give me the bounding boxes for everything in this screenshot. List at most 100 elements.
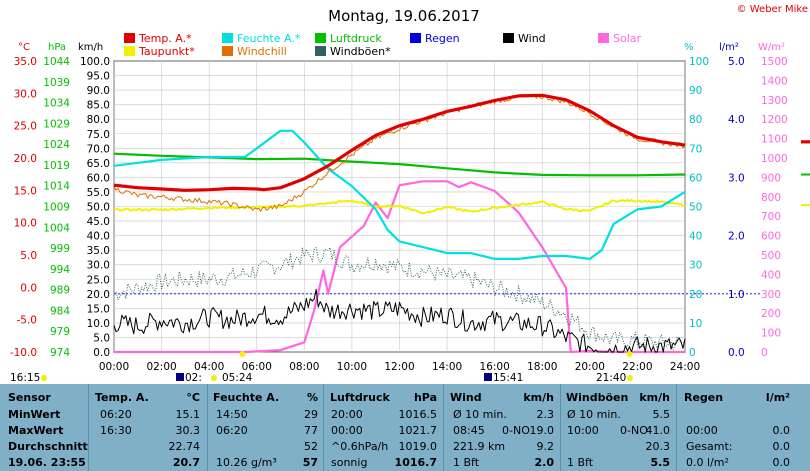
legend-swatch bbox=[598, 33, 609, 43]
rain-unit-label: l/m² bbox=[719, 42, 739, 53]
rain-value-cell: 0.0 bbox=[772, 440, 791, 453]
tick-label: 100 bbox=[761, 328, 781, 340]
pressure-value-cell: 1016.7 bbox=[394, 456, 437, 469]
pressure-time-cell: ^0.6hPa/h bbox=[331, 440, 389, 453]
x-tick-label: 18:00 bbox=[527, 361, 557, 373]
temp-time-cell: 06:20 bbox=[100, 408, 132, 421]
wind-value-cell: 2.0 bbox=[534, 456, 555, 469]
tick-label: 1200 bbox=[761, 114, 788, 126]
sun-icon bbox=[41, 375, 47, 381]
tick-label: 900 bbox=[761, 172, 781, 184]
x-tick-label: 22:00 bbox=[622, 361, 652, 373]
tick-label: 50.0 bbox=[87, 202, 110, 214]
tick-label: 55.0 bbox=[87, 187, 110, 199]
tick-label: 15.0 bbox=[87, 303, 110, 315]
gust-icon bbox=[484, 373, 492, 381]
tick-label: 15.0 bbox=[14, 185, 37, 197]
tick-label: 95.0 bbox=[87, 71, 110, 83]
tick-label: 1400 bbox=[761, 75, 788, 87]
wind-time-cell: Ø 10 min. bbox=[453, 408, 507, 421]
humidity-value-cell: 77 bbox=[304, 424, 318, 437]
legend-label: Temp. A.* bbox=[138, 32, 192, 45]
gust-direction-cell: 0-NO bbox=[620, 424, 648, 437]
temp-value-cell: 15.1 bbox=[175, 408, 201, 421]
x-tick-label: 12:00 bbox=[384, 361, 414, 373]
tick-label: 45.0 bbox=[87, 216, 110, 228]
dawn-start-label: 02: bbox=[185, 372, 202, 384]
legend-label: Windchill bbox=[237, 45, 287, 58]
tick-label: 1029 bbox=[43, 118, 70, 130]
tick-label: 70.0 bbox=[87, 143, 110, 155]
gust-value-cell: 20.3 bbox=[645, 440, 671, 453]
tick-label: 300 bbox=[761, 289, 781, 301]
tick-label: 1300 bbox=[761, 95, 788, 107]
legend-label: Windböen* bbox=[330, 45, 391, 58]
tick-label: 80.0 bbox=[87, 114, 110, 126]
tick-label: 100.0 bbox=[80, 56, 110, 68]
tick-label: 1039 bbox=[43, 77, 70, 89]
legend-swatch bbox=[222, 33, 233, 43]
tick-label: 994 bbox=[50, 264, 70, 276]
tick-label: 1000 bbox=[761, 153, 788, 165]
tick-label: 100 bbox=[689, 56, 709, 68]
series-line-temp-a bbox=[113, 93, 686, 192]
tick-label: 75.0 bbox=[87, 129, 110, 141]
tick-label: 999 bbox=[50, 243, 70, 255]
tick-label: 70 bbox=[689, 143, 702, 155]
header-rain: Regen bbox=[684, 391, 724, 404]
legend-item: Luftdruck bbox=[315, 32, 382, 45]
legend-item: Temp. A.* bbox=[124, 32, 192, 45]
pressure-time-cell: 20:00 bbox=[331, 408, 363, 421]
x-tick-label: 20:00 bbox=[575, 361, 605, 373]
pressure-unit-label: hPa bbox=[48, 42, 66, 53]
chart-legend: Temp. A.* Feuchte A.* Luftdruck Regen Wind So… bbox=[124, 32, 642, 58]
x-tick-label: 10:00 bbox=[337, 361, 367, 373]
wind-value-cell: 2.3 bbox=[536, 408, 555, 421]
humidity-time-cell: 10.26 g/m³ bbox=[216, 456, 277, 469]
pressure-time-cell: sonnig bbox=[331, 456, 368, 469]
tick-label: 700 bbox=[761, 211, 781, 223]
legend-swatch bbox=[124, 46, 135, 56]
tick-label: 1009 bbox=[43, 202, 70, 214]
humidity-value-cell: 57 bbox=[302, 456, 318, 469]
tick-label: 60.0 bbox=[87, 172, 110, 184]
sun-icon bbox=[626, 351, 633, 357]
tick-label: 30 bbox=[689, 260, 702, 272]
tick-label: 90 bbox=[689, 85, 702, 97]
row-label: MaxWert bbox=[8, 424, 64, 437]
tick-label: 0.0 bbox=[20, 282, 37, 294]
tick-label: 40.0 bbox=[87, 231, 110, 243]
tick-label: 1019 bbox=[43, 160, 70, 172]
humidity-value-cell: 52 bbox=[304, 440, 318, 453]
tick-label: 35.0 bbox=[87, 245, 110, 257]
legend-label: Solar bbox=[613, 32, 642, 45]
sunset-label: 21:40 bbox=[596, 372, 626, 384]
pressure-time-cell: 00:00 bbox=[331, 424, 363, 437]
tick-label: 1044 bbox=[43, 56, 70, 68]
tick-label: 1034 bbox=[43, 98, 70, 110]
moon-icon bbox=[176, 373, 184, 381]
copyright-label: © Weber Mike bbox=[737, 4, 808, 15]
series-line-wind bbox=[113, 288, 686, 353]
sun-icon bbox=[239, 351, 246, 357]
header-temp-unit: °C bbox=[186, 391, 200, 404]
column-separator bbox=[323, 384, 324, 471]
weather-chart: Montag, 19.06.2017 © Weber Mike Temp. A.… bbox=[10, 4, 810, 384]
tick-label: 0.0 bbox=[93, 347, 110, 359]
row-label: 19.06. 23:55 bbox=[8, 456, 86, 469]
sun-markers: 16:15 02: 05:24 15:41 21:40 bbox=[10, 351, 633, 384]
legend-swatch bbox=[124, 33, 135, 43]
wind-time-cell: 221.9 km bbox=[453, 440, 506, 453]
header-gust: Windböen bbox=[566, 391, 629, 404]
legend-item: Taupunkt* bbox=[124, 45, 195, 58]
wind-time-cell: 1 Bft bbox=[453, 456, 480, 469]
solar-unit-label: W/m² bbox=[758, 42, 785, 53]
tick-label: 20 bbox=[689, 289, 702, 301]
column-separator bbox=[676, 384, 677, 471]
tick-label: 20.0 bbox=[87, 289, 110, 301]
temp-value-cell: 30.3 bbox=[175, 424, 201, 437]
gust-value-cell: 5.5 bbox=[652, 408, 671, 421]
tick-label: 50 bbox=[689, 202, 702, 214]
x-tick-label: 02:00 bbox=[146, 361, 176, 373]
tick-label: 600 bbox=[761, 231, 781, 243]
